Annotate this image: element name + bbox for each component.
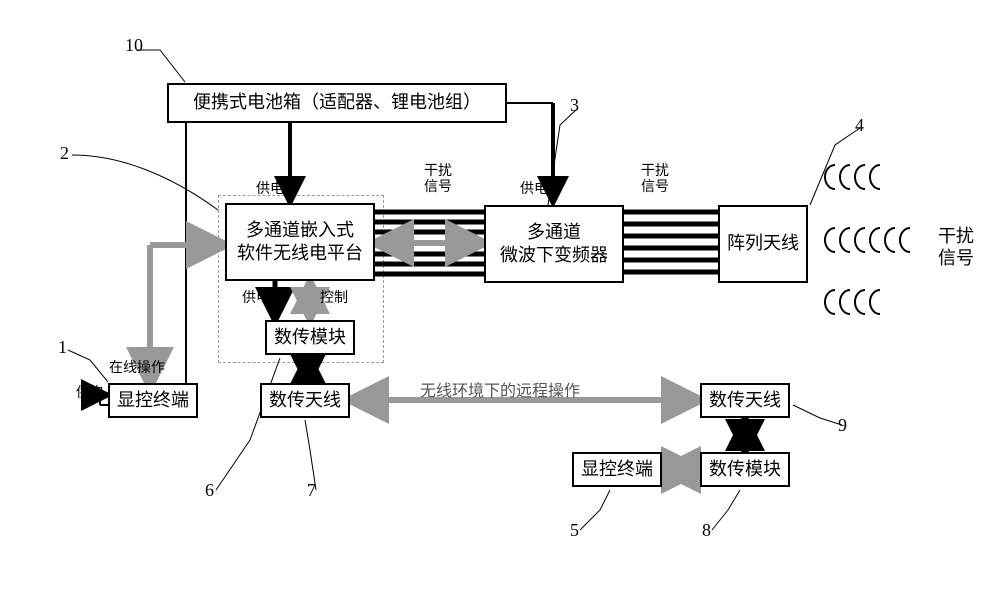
block-battery: 便携式电池箱（适配器、锂电池组） xyxy=(167,83,507,123)
block-dtant2: 数传天线 xyxy=(700,383,790,418)
num-display1: 1 xyxy=(58,337,67,358)
block-dtant2-label: 数传天线 xyxy=(709,389,781,412)
label-control: 控制 xyxy=(320,287,348,307)
block-array-label: 阵列天线 xyxy=(727,232,799,255)
num-array: 4 xyxy=(855,115,864,136)
block-platform: 多通道嵌入式 软件无线电平台 xyxy=(225,203,375,281)
num-converter: 3 xyxy=(570,95,579,116)
label-power3: 供电 xyxy=(242,287,270,307)
label-power1: 供电 xyxy=(256,178,284,198)
label-remote: 无线环境下的远程操作 xyxy=(420,377,580,401)
block-dtant1: 数传天线 xyxy=(260,383,350,418)
block-platform-label: 多通道嵌入式 软件无线电平台 xyxy=(237,219,363,266)
label-jam3b: 信号 xyxy=(938,244,974,270)
block-dtmod2-label: 数传模块 xyxy=(709,458,781,481)
num-platform: 2 xyxy=(60,143,69,164)
num-dtant2: 9 xyxy=(838,415,847,436)
block-display2: 显控终端 xyxy=(572,452,662,487)
block-dtmod2: 数传模块 xyxy=(700,452,790,487)
block-converter-label: 多通道 微波下变频器 xyxy=(500,221,608,268)
num-dtmod2: 8 xyxy=(702,520,711,541)
label-jam2b: 信号 xyxy=(641,176,669,196)
num-dtant1: 7 xyxy=(307,480,316,501)
block-dtmod1-label: 数传模块 xyxy=(274,326,346,349)
block-battery-label: 便携式电池箱（适配器、锂电池组） xyxy=(193,91,481,114)
block-dtmod1: 数传模块 xyxy=(265,320,355,355)
label-power2: 供电 xyxy=(520,178,548,198)
block-display1: 显控终端 xyxy=(108,383,198,418)
label-power4: 供电 xyxy=(76,382,104,402)
block-display1-label: 显控终端 xyxy=(117,389,189,412)
block-converter: 多通道 微波下变频器 xyxy=(484,205,624,283)
block-array: 阵列天线 xyxy=(718,205,808,283)
num-display2: 5 xyxy=(570,520,579,541)
num-dtmod1: 6 xyxy=(205,480,214,501)
diagram-stage: 便携式电池箱（适配器、锂电池组） 10 多通道嵌入式 软件无线电平台 2 多通道… xyxy=(0,0,1000,590)
label-jam1b: 信号 xyxy=(424,176,452,196)
label-online: 在线操作 xyxy=(109,357,165,377)
num-battery: 10 xyxy=(125,35,143,56)
block-display2-label: 显控终端 xyxy=(581,458,653,481)
block-dtant1-label: 数传天线 xyxy=(269,389,341,412)
